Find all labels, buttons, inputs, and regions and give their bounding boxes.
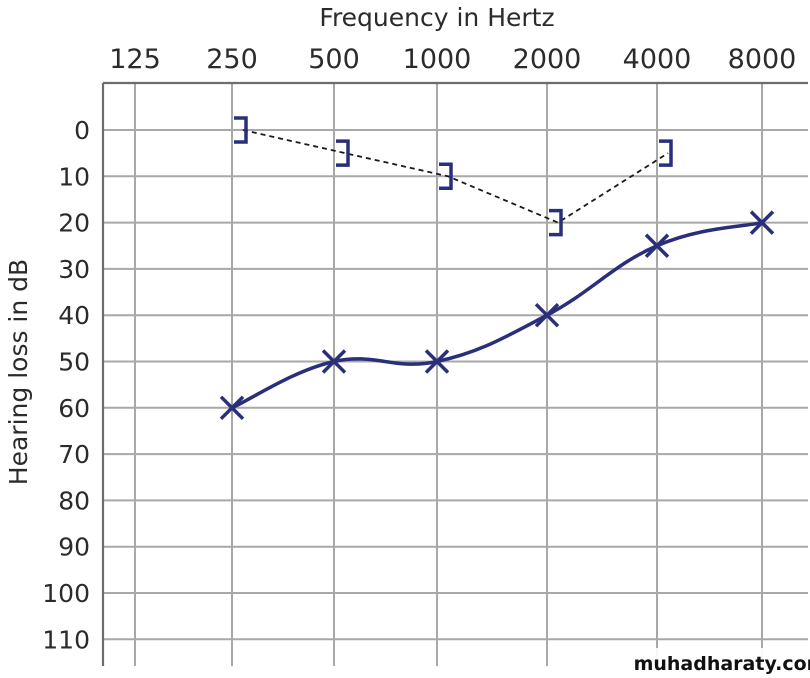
series-markers — [219, 116, 775, 421]
bracket-marker-2000 — [549, 208, 563, 237]
y-tick-label-90: 90 — [58, 533, 90, 562]
y-tick-label-0: 0 — [74, 116, 90, 145]
x-marker-8000 — [749, 210, 775, 235]
y-tick-label-100: 100 — [42, 579, 90, 608]
y-axis-title: Hearing loss in dB — [4, 259, 33, 485]
x-axis-title: Frequency in Hertz — [319, 3, 554, 32]
x-tick-label-8000: 8000 — [728, 44, 797, 75]
x-tick-label-1000: 1000 — [403, 44, 472, 75]
watermark-text: muhadharaty.com — [634, 653, 810, 675]
x-tick-label-125: 125 — [109, 44, 161, 75]
x-marker-250 — [219, 395, 245, 421]
bracket-marker-1000 — [439, 162, 453, 191]
series-0-dashed-line — [242, 129, 669, 224]
y-tick-label-10: 10 — [58, 162, 90, 191]
y-tick-label-60: 60 — [58, 394, 90, 423]
y-tick-label-50: 50 — [58, 348, 90, 377]
x-tick-labels: 125 250 500 1000 2000 4000 8000 — [109, 44, 796, 75]
series-1-solid-line — [231, 220, 763, 410]
series-lines — [231, 129, 763, 410]
x-tick-label-500: 500 — [308, 44, 360, 75]
x-marker-500 — [321, 349, 347, 374]
x-tick-label-2000: 2000 — [513, 44, 582, 75]
y-tick-label-20: 20 — [58, 209, 90, 238]
watermark-background — [652, 648, 808, 676]
y-tick-label-30: 30 — [58, 255, 90, 284]
x-tick-label-250: 250 — [206, 44, 258, 75]
y-tick-label-40: 40 — [58, 301, 90, 330]
x-marker-2000 — [534, 302, 560, 328]
bracket-marker-4000 — [659, 139, 673, 167]
grid — [103, 83, 808, 666]
y-tick-labels: 0 10 20 30 40 50 60 70 80 90 100 110 — [42, 116, 90, 654]
bracket-marker-250 — [234, 116, 248, 144]
x-tick-label-4000: 4000 — [623, 44, 692, 75]
x-marker-1000 — [424, 349, 450, 374]
bracket-marker-500 — [336, 139, 350, 167]
y-tick-label-80: 80 — [58, 486, 90, 515]
x-marker-4000 — [644, 233, 670, 258]
plot-frame — [101, 81, 808, 666]
y-tick-label-110: 110 — [42, 625, 90, 654]
y-tick-label-70: 70 — [58, 440, 90, 469]
